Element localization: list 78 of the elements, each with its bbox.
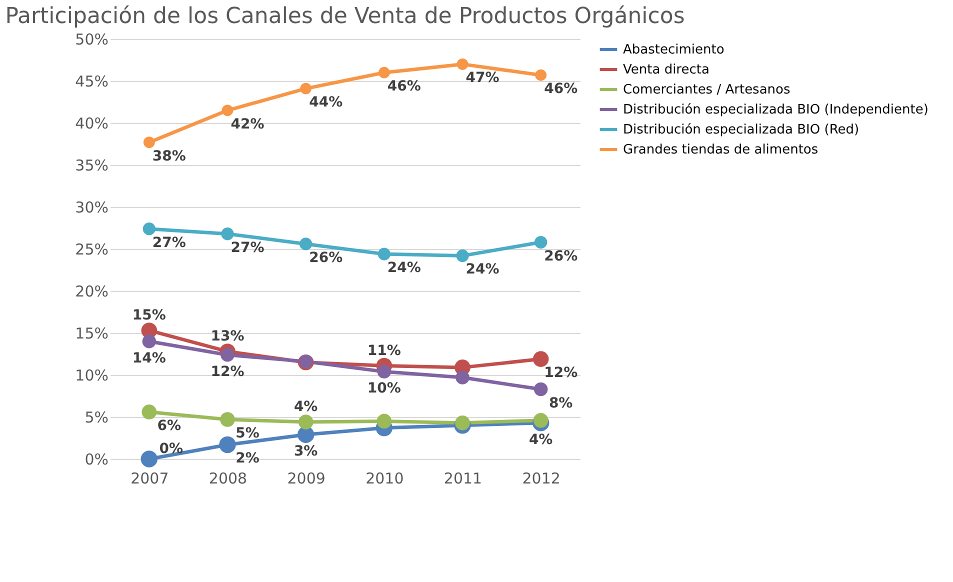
data-label: 14% (132, 350, 166, 366)
data-label: 26% (544, 248, 578, 264)
point (455, 415, 470, 430)
data-label: 38% (152, 148, 186, 164)
point (376, 414, 392, 429)
point (220, 412, 235, 427)
data-label: 10% (367, 380, 401, 397)
y-tick-label: 10% (75, 366, 108, 384)
point (140, 450, 158, 468)
data-label: 46% (544, 81, 578, 98)
legend-label: Distribución especializada BIO (Red) (623, 122, 860, 138)
point (456, 249, 469, 262)
data-label: 3% (294, 444, 318, 460)
data-label: 46% (387, 78, 421, 95)
x-tick-label: 2007 (130, 470, 169, 488)
data-label: 27% (152, 234, 186, 251)
point (534, 236, 548, 249)
point (378, 66, 390, 78)
data-label: 2% (236, 450, 260, 467)
point (219, 436, 236, 454)
y-tick-label: 30% (75, 198, 108, 216)
data-label: 4% (294, 399, 318, 416)
legend-label: Comerciantes / Artesanos (623, 82, 790, 98)
chart-title: Participación de los Canales de Venta de Productos Orgánicos (5, 4, 685, 29)
y-tick-label: 25% (75, 240, 108, 258)
legend-label: Distribución especializada BIO (Independiente) (623, 102, 928, 118)
point (532, 351, 549, 367)
data-label: 11% (367, 342, 401, 359)
data-label: 12% (210, 364, 244, 380)
y-tick-label: 40% (75, 114, 108, 132)
x-tick-label: 2009 (287, 470, 326, 488)
point (534, 382, 548, 396)
data-label: 13% (210, 328, 244, 344)
data-label: 42% (230, 116, 264, 132)
data-label: 6% (157, 418, 182, 434)
x-tick-label: 2010 (366, 470, 404, 488)
point (143, 136, 155, 148)
y-tick-label: 5% (84, 408, 108, 426)
point (300, 238, 312, 250)
data-label: 12% (544, 365, 578, 382)
data-label: 4% (528, 432, 553, 448)
y-tick-label: 50% (75, 30, 108, 48)
y-tick-label: 35% (75, 156, 108, 174)
y-tick-label: 0% (84, 450, 108, 468)
point (142, 222, 156, 236)
y-tick-label: 20% (75, 282, 108, 300)
point (535, 69, 547, 81)
data-label: 24% (387, 260, 421, 276)
y-tick-label: 15% (75, 324, 108, 342)
data-label: 24% (466, 262, 500, 278)
point (142, 334, 156, 348)
data-label: 0% (159, 441, 184, 457)
legend-label: Abastecimiento (623, 42, 724, 58)
data-label: 27% (230, 240, 264, 256)
point (377, 364, 392, 379)
point (297, 426, 314, 443)
legend-label: Grandes tiendas de alimentos (623, 142, 818, 158)
data-label: 44% (309, 94, 343, 111)
point (222, 104, 234, 116)
point (142, 404, 157, 420)
point (220, 348, 234, 362)
data-label: 26% (309, 250, 343, 266)
x-tick-label: 2011 (444, 470, 482, 488)
point (533, 412, 548, 428)
data-label: 8% (548, 395, 573, 412)
x-tick-label: 2008 (208, 470, 248, 488)
data-label: 47% (466, 70, 500, 86)
point (378, 248, 390, 260)
point (221, 228, 234, 240)
data-label: 5% (236, 426, 260, 442)
point (456, 370, 470, 384)
legend-label: Venta directa (623, 62, 710, 78)
point (298, 414, 314, 430)
data-label: 15% (132, 307, 166, 324)
x-tick-label: 2012 (522, 470, 560, 488)
y-tick-label: 45% (75, 72, 108, 90)
point (456, 58, 468, 70)
point (300, 82, 312, 94)
